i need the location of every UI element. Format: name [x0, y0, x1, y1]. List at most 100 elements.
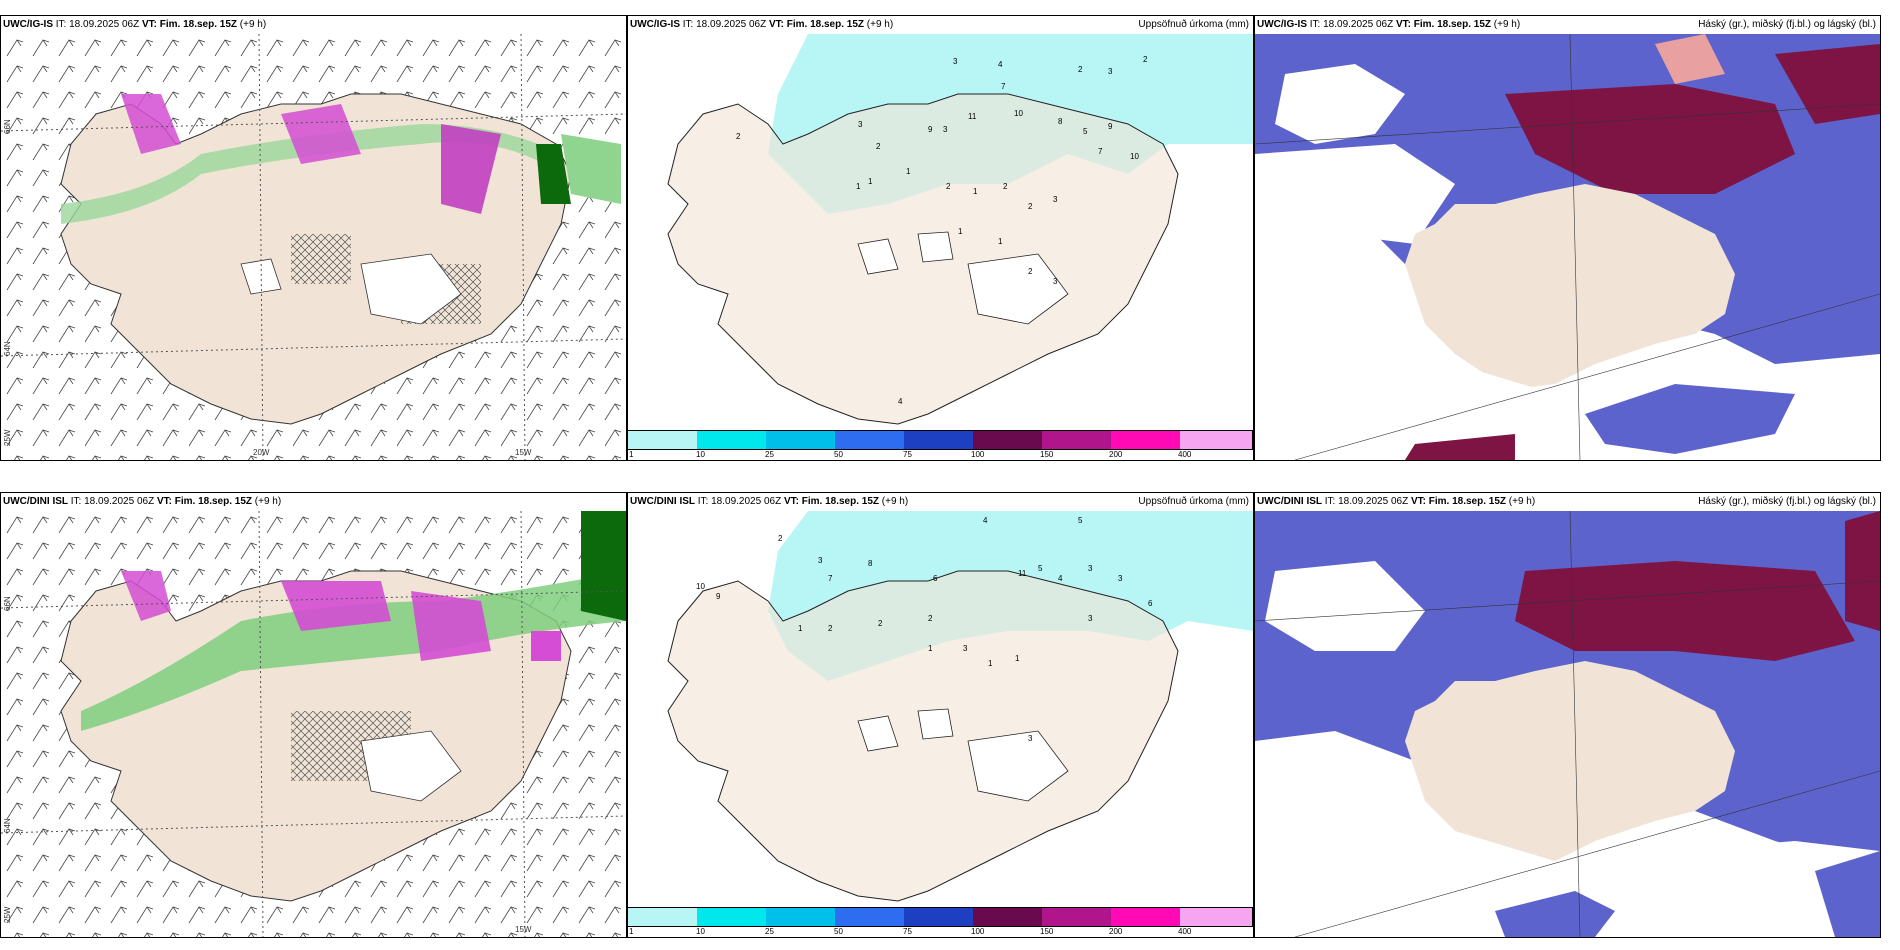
colorbar-swatch: [697, 907, 767, 927]
svg-text:8: 8: [1058, 117, 1063, 126]
colorbar-swatch: [835, 430, 905, 450]
svg-text:3: 3: [818, 556, 823, 565]
colorbar-swatch: [904, 907, 974, 927]
svg-text:4: 4: [998, 60, 1003, 69]
colorbar-swatch: [904, 430, 974, 450]
svg-text:4: 4: [983, 516, 988, 525]
colorbar-tick: 25: [765, 927, 774, 936]
colorbar-tick: 75: [903, 927, 912, 936]
svg-text:2: 2: [1078, 65, 1083, 74]
svg-text:7: 7: [1098, 147, 1103, 156]
svg-text:7: 7: [1001, 82, 1006, 91]
lat-label-64n: 64N: [3, 341, 12, 356]
svg-text:1: 1: [988, 659, 993, 668]
map-wind-precip: [1, 34, 626, 460]
svg-text:3: 3: [858, 120, 863, 129]
colorbar-tick: 400: [1178, 927, 1192, 936]
lon-label-20w: 20W: [253, 448, 270, 457]
panel-header: UWC/IG-IS IT: 18.09.2025 06Z VT: Fim. 18…: [630, 19, 894, 30]
colorbar-tick: 50: [834, 450, 843, 459]
colorbar-tick: 75: [903, 450, 912, 459]
colorbar-tick: 1: [629, 450, 634, 459]
colorbar-tick: 1: [629, 927, 634, 936]
svg-text:2: 2: [878, 619, 883, 628]
panel-accum-precip-top: UWC/IG-IS IT: 18.09.2025 06Z VT: Fim. 18…: [627, 15, 1254, 461]
svg-text:11: 11: [1018, 569, 1027, 578]
svg-text:1: 1: [798, 624, 803, 633]
panel-header: UWC/DINI ISL IT: 18.09.2025 06Z VT: Fim.…: [1257, 496, 1536, 507]
colorbar-tick: 200: [1109, 450, 1123, 459]
svg-text:1: 1: [928, 644, 933, 653]
lat-label-66n: 66N: [3, 119, 12, 134]
colorbar-swatch: [628, 907, 698, 927]
svg-text:2: 2: [736, 132, 741, 141]
svg-text:5: 5: [1038, 564, 1043, 573]
svg-text:3: 3: [1053, 195, 1058, 204]
svg-text:2: 2: [1028, 202, 1033, 211]
panel-title: Uppsöfnuð úrkoma (mm): [1138, 496, 1249, 507]
lat-label-66n: 66N: [3, 596, 12, 611]
svg-text:3: 3: [1108, 67, 1113, 76]
svg-text:10: 10: [1014, 109, 1023, 118]
colorbar-tick: 10: [696, 927, 705, 936]
svg-text:2: 2: [1028, 267, 1033, 276]
panel-header: UWC/IG-IS IT: 18.09.2025 06Z VT: Fim. 18…: [1257, 19, 1521, 30]
colorbar-tick: 50: [834, 927, 843, 936]
svg-text:1: 1: [998, 237, 1003, 246]
svg-text:2: 2: [928, 614, 933, 623]
lon-label-25w: 25W: [3, 429, 12, 446]
colorbar-swatch: [1180, 907, 1253, 927]
colorbar-tick: 100: [971, 927, 985, 936]
panel-header: UWC/DINI ISL IT: 18.09.2025 06Z VT: Fim.…: [630, 496, 909, 507]
map-wind-precip: [1, 511, 626, 937]
colorbar-swatch: [1180, 430, 1253, 450]
svg-text:3: 3: [953, 57, 958, 66]
panel-wind-precip-bottom: UWC/DINI ISL IT: 18.09.2025 06Z VT: Fim.…: [0, 492, 627, 938]
svg-text:3: 3: [1028, 734, 1033, 743]
colorbar-swatch: [766, 430, 836, 450]
svg-text:10: 10: [1130, 152, 1139, 161]
colorbar-tick: 150: [1040, 450, 1054, 459]
svg-text:9: 9: [928, 125, 933, 134]
svg-text:2: 2: [1143, 55, 1148, 64]
svg-text:6: 6: [1148, 599, 1153, 608]
svg-text:1: 1: [868, 177, 873, 186]
colorbar-tick: 25: [765, 450, 774, 459]
colorbar-swatch: [1111, 430, 1181, 450]
svg-text:2: 2: [778, 534, 783, 543]
svg-text:4: 4: [1058, 574, 1063, 583]
panel-header: UWC/DINI ISL IT: 18.09.2025 06Z VT: Fim.…: [3, 496, 282, 507]
svg-text:1: 1: [906, 167, 911, 176]
map-cloud-cover: [1255, 34, 1880, 460]
svg-text:8: 8: [868, 559, 873, 568]
colorbar-swatch: [973, 907, 1043, 927]
panel-cloud-bottom: UWC/DINI ISL IT: 18.09.2025 06Z VT: Fim.…: [1254, 492, 1881, 938]
colorbar-swatch: [973, 430, 1043, 450]
svg-text:2: 2: [1003, 182, 1008, 191]
colorbar: 1 10 25 50 75 100 150 200 400: [628, 430, 1253, 460]
lon-label-15w: 15W: [515, 925, 532, 934]
lat-label-64n: 64N: [3, 818, 12, 833]
colorbar-swatch: [1042, 907, 1112, 927]
colorbar-swatch: [835, 907, 905, 927]
panel-title: Háský (gr.), miðský (fj.bl.) og lágský (…: [1698, 496, 1876, 507]
colorbar-swatch: [697, 430, 767, 450]
colorbar-swatch: [1042, 430, 1112, 450]
svg-text:3: 3: [1053, 277, 1058, 286]
svg-text:1: 1: [1015, 654, 1020, 663]
svg-text:1: 1: [856, 182, 861, 191]
svg-text:5: 5: [1078, 516, 1083, 525]
panel-title: Háský (gr.), miðský (fj.bl.) og lágský (…: [1698, 19, 1876, 30]
colorbar-tick: 200: [1109, 927, 1123, 936]
svg-text:2: 2: [946, 182, 951, 191]
svg-text:3: 3: [963, 644, 968, 653]
svg-text:3: 3: [943, 125, 948, 134]
colorbar-swatch: [766, 907, 836, 927]
colorbar-tick: 150: [1040, 927, 1054, 936]
svg-text:1: 1: [973, 187, 978, 196]
svg-text:9: 9: [716, 592, 721, 601]
